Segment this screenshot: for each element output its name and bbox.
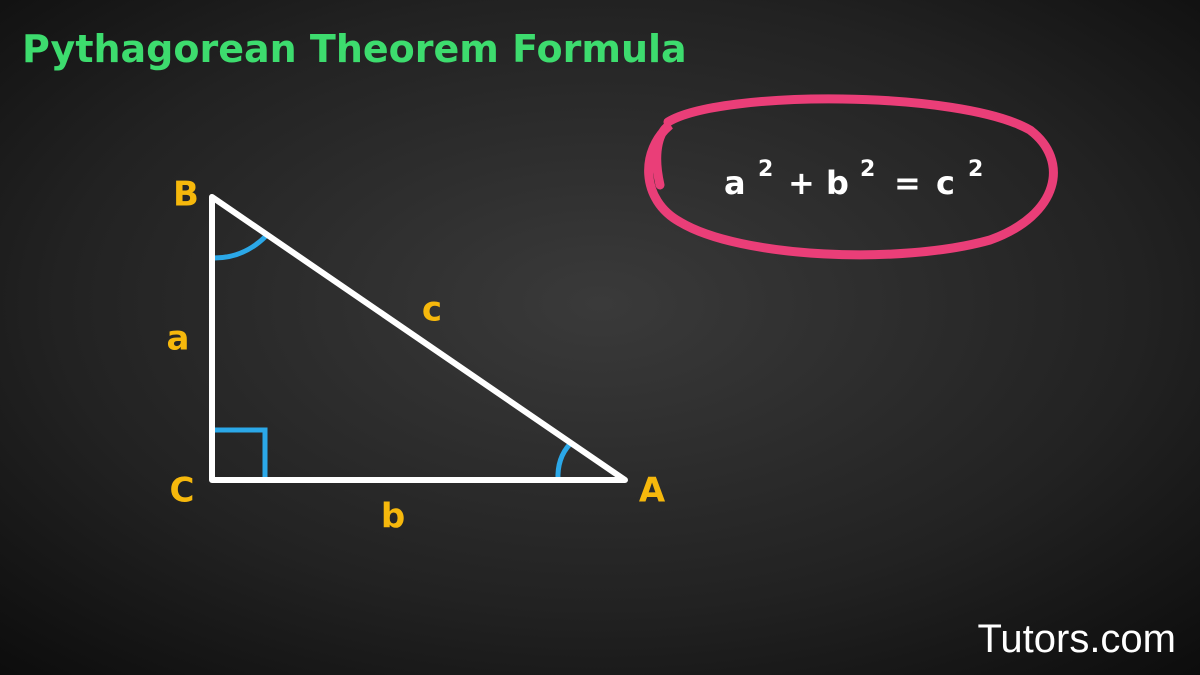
formula-exponent: 2 — [758, 157, 773, 182]
formula-operator: + — [788, 164, 815, 202]
brand: Tutors.com — [977, 617, 1176, 661]
formula-operator: = — [894, 164, 921, 202]
triangle — [209, 194, 628, 483]
vertex-label: A — [639, 471, 666, 511]
vertex-label: B — [173, 175, 199, 215]
angle-arc-a — [555, 442, 572, 481]
side-label: b — [381, 497, 405, 537]
formula-base: a — [724, 164, 746, 202]
formula-exponent: 2 — [968, 157, 983, 182]
vertex-label: C — [170, 471, 195, 511]
formula-exponent: 2 — [860, 157, 875, 182]
side-label: a — [167, 319, 190, 359]
formula-base: b — [826, 164, 849, 202]
formula-circle — [644, 94, 1058, 260]
formula-base: c — [936, 164, 955, 202]
angle-arc-b — [213, 234, 268, 261]
side-label: c — [422, 290, 442, 330]
title: Pythagorean Theorem Formula — [22, 27, 687, 71]
right-angle-marker — [214, 427, 268, 480]
